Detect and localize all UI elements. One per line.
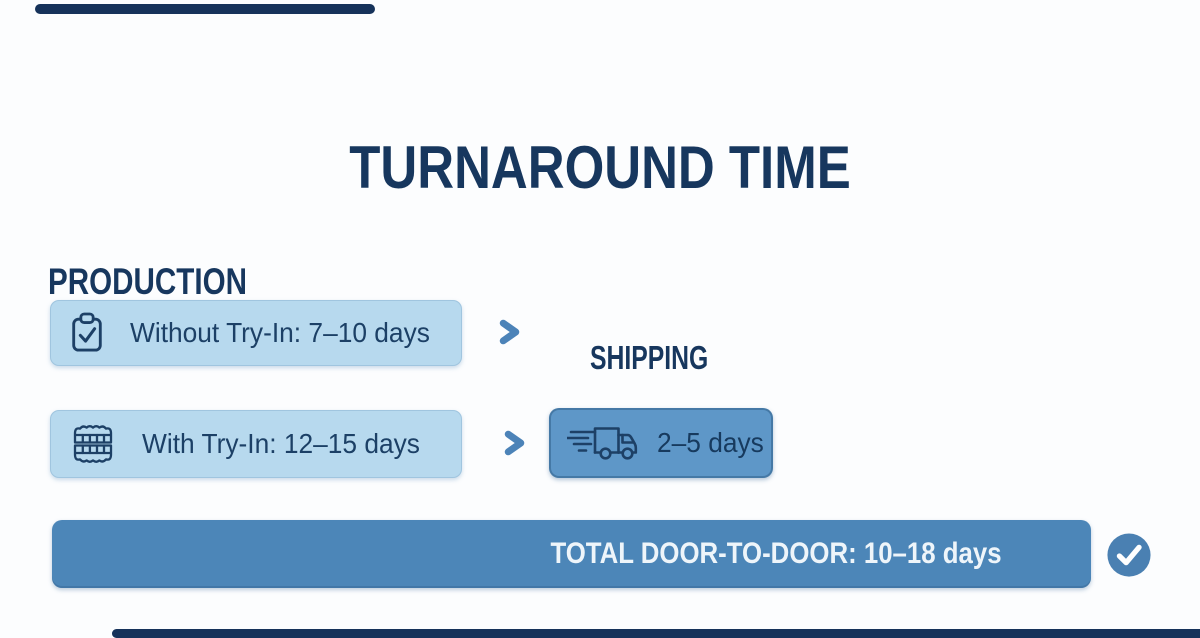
arrow-right-icon xyxy=(483,430,527,456)
page-title: TURNAROUND TIME xyxy=(349,134,851,202)
top-accent-bar xyxy=(35,4,375,14)
production-option-label: With Try-In: 12–15 days xyxy=(142,428,420,459)
production-heading: PRODUCTION xyxy=(48,260,247,302)
dentures-icon xyxy=(68,423,118,465)
production-option-label: Without Try-In: 7–10 days xyxy=(130,317,430,348)
clipboard-check-icon xyxy=(68,312,106,354)
total-door-to-door-label: TOTAL DOOR-TO-DOOR: 10–18 days xyxy=(550,537,1002,570)
shipping-heading: SHIPPING xyxy=(590,339,709,377)
shipping-duration-box: 2–5 days xyxy=(549,408,773,478)
shipping-duration-label: 2–5 days xyxy=(657,427,764,458)
total-door-to-door-bar: TOTAL DOOR-TO-DOOR: 10–18 days xyxy=(52,520,1091,588)
arrow-right-icon xyxy=(478,319,522,345)
production-option-without-tryin: Without Try-In: 7–10 days xyxy=(50,300,462,366)
check-circle-icon xyxy=(1106,532,1152,578)
production-option-with-tryin: With Try-In: 12–15 days xyxy=(50,410,462,478)
bottom-accent-bar xyxy=(112,629,1200,638)
delivery-truck-icon xyxy=(567,423,645,463)
